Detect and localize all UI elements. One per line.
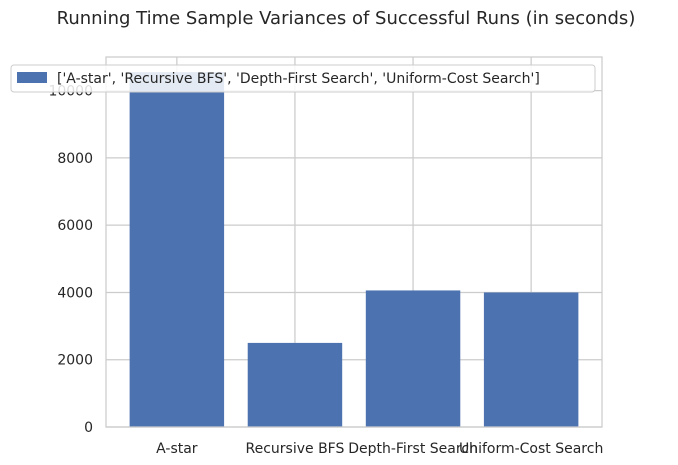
y-tick-label: 8000 — [57, 151, 93, 167]
x-axis-ticks: A-star Recursive BFS Depth-First SearchUni… — [156, 441, 603, 457]
x-tick-label: Uniform-Cost Search — [459, 441, 603, 457]
bar-uniform-cost-search — [483, 292, 579, 427]
x-tick-label: A-star — [156, 441, 198, 457]
y-tick-label: 6000 — [57, 218, 93, 234]
y-tick-label: 2000 — [57, 353, 93, 369]
y-tick-label: 4000 — [57, 285, 93, 301]
bar-recursive-bfs — [247, 342, 343, 427]
x-tick-label: Recursive BFS — [246, 441, 345, 457]
legend-box — [10, 64, 596, 93]
bar-depth-first-search — [365, 290, 461, 427]
x-tick-label: Depth-First Search — [348, 441, 478, 457]
plot-area — [105, 56, 603, 428]
legend-label: ['A-star', 'Recursive BFS', 'Depth-First… — [57, 71, 540, 87]
legend: ['A-star', 'Recursive BFS', 'Depth-First… — [10, 64, 596, 93]
y-tick-label: 0 — [84, 420, 93, 436]
bar-a-star — [129, 72, 225, 428]
chart-title: Running Time Sample Variances of Success… — [57, 8, 636, 29]
bars — [129, 72, 579, 428]
legend-swatch — [17, 72, 47, 83]
plot-frame — [105, 56, 603, 428]
